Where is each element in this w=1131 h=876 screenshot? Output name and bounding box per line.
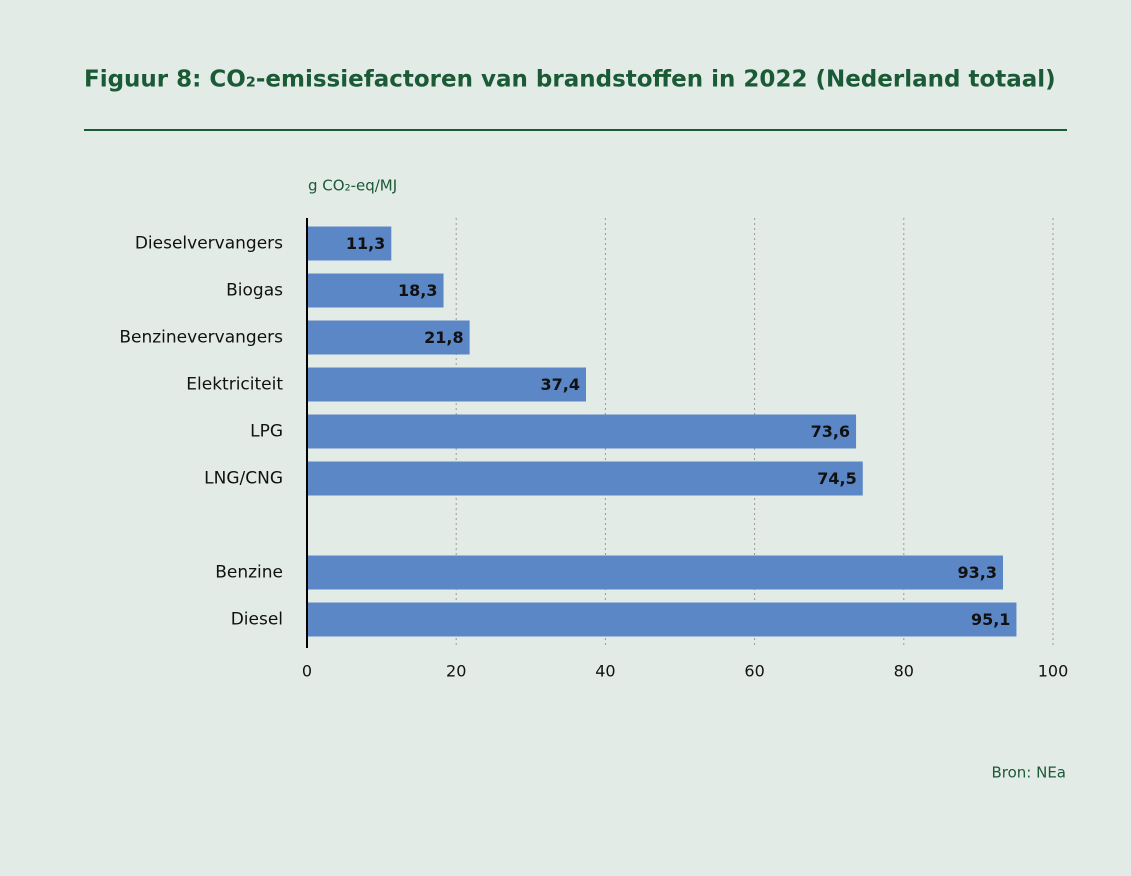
x-tick-label: 0	[302, 662, 312, 681]
y-tick-label: Elektriciteit	[186, 375, 283, 395]
bar	[307, 273, 444, 308]
y-tick-label: LNG/CNG	[204, 469, 283, 489]
value-label: 74,5	[817, 469, 856, 488]
bar	[307, 555, 1004, 590]
value-label: 18,3	[398, 281, 437, 300]
bar	[307, 414, 857, 449]
value-label: 95,1	[971, 610, 1010, 629]
source: Bron: NEa	[991, 764, 1066, 782]
x-tick-label: 20	[446, 662, 466, 681]
value-label: 11,3	[346, 234, 385, 253]
bar	[307, 367, 587, 402]
y-tick-label: Benzine	[215, 563, 283, 583]
bar	[307, 461, 863, 496]
bar	[307, 226, 392, 261]
y-tick-label: Dieselvervangers	[135, 234, 283, 254]
value-label: 73,6	[811, 422, 850, 441]
y-tick-label: LPG	[250, 422, 283, 442]
x-tick-label: 80	[894, 662, 914, 681]
value-label: 93,3	[958, 563, 997, 582]
x-tick-label: 100	[1038, 662, 1069, 681]
value-label: 21,8	[424, 328, 463, 347]
axis-label: g CO₂-eq/MJ	[308, 177, 397, 195]
y-tick-label: Biogas	[226, 281, 283, 301]
x-tick-label: 40	[595, 662, 615, 681]
x-tick-label: 60	[744, 662, 764, 681]
value-label: 37,4	[541, 375, 580, 394]
bar	[307, 320, 470, 355]
bar	[307, 602, 1017, 637]
chart-title: Figuur 8: CO₂-emissiefactoren van brands…	[84, 67, 1056, 93]
y-tick-label: Benzinevervangers	[119, 328, 283, 348]
y-tick-label: Diesel	[231, 610, 283, 630]
